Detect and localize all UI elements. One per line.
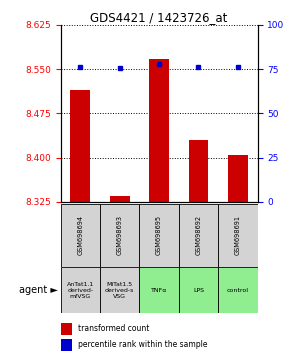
Text: LPS: LPS (193, 288, 204, 293)
Title: GDS4421 / 1423726_at: GDS4421 / 1423726_at (90, 11, 228, 24)
Text: control: control (227, 288, 249, 293)
Text: GSM698692: GSM698692 (195, 215, 201, 256)
Text: GSM698691: GSM698691 (235, 216, 241, 255)
Text: GSM698695: GSM698695 (156, 215, 162, 256)
Bar (70, 90, 90, 202)
Text: TNFα: TNFα (151, 288, 167, 293)
Text: agent ►: agent ► (19, 285, 58, 295)
Text: GSM698694: GSM698694 (77, 215, 83, 256)
Bar (228, 155, 248, 202)
Bar (218, 204, 258, 267)
Bar (61, 267, 100, 313)
Bar (139, 204, 179, 267)
Bar (61, 338, 72, 350)
Bar (100, 267, 139, 313)
Bar (188, 140, 208, 202)
Bar (179, 204, 218, 267)
Text: percentile rank within the sample: percentile rank within the sample (78, 340, 208, 349)
Text: transformed count: transformed count (78, 324, 150, 333)
Bar (100, 204, 139, 267)
Bar (139, 267, 179, 313)
Bar (61, 204, 100, 267)
Bar (110, 196, 130, 202)
Bar (179, 267, 218, 313)
Text: GSM698693: GSM698693 (117, 216, 123, 255)
Text: AnTat1.1
derived-
mfVSG: AnTat1.1 derived- mfVSG (67, 282, 94, 298)
Bar (61, 322, 72, 335)
Bar (218, 267, 258, 313)
Text: MiTat1.5
derived-s
VSG: MiTat1.5 derived-s VSG (105, 282, 134, 298)
Bar (149, 59, 169, 202)
